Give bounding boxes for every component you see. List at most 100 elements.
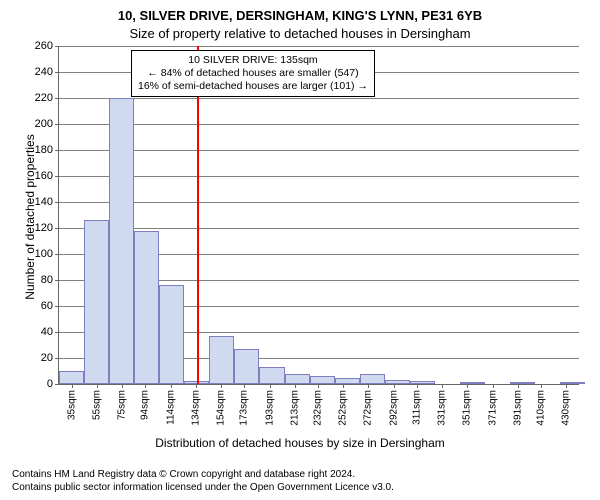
x-axis-label: Distribution of detached houses by size … (0, 436, 600, 450)
histogram-bar (410, 381, 435, 384)
ytick-label: 120 (35, 222, 53, 234)
xtick-label: 173sqm (239, 390, 250, 426)
xtick-label: 391sqm (512, 390, 523, 426)
xtick-mark (196, 384, 197, 388)
histogram-bar (109, 98, 134, 384)
ytick-label: 60 (41, 300, 53, 312)
xtick-mark (122, 384, 123, 388)
xtick-label: 154sqm (215, 390, 226, 426)
ytick-mark (55, 202, 59, 203)
annotation-box: 10 SILVER DRIVE: 135sqm ← 84% of detache… (131, 50, 375, 97)
xtick-mark (467, 384, 468, 388)
histogram-bar (510, 382, 535, 384)
ytick-mark (55, 306, 59, 307)
ytick-mark (55, 280, 59, 281)
xtick-label: 371sqm (487, 390, 498, 426)
histogram-bar (560, 382, 585, 384)
xtick-label: 410sqm (536, 390, 547, 426)
xtick-mark (417, 384, 418, 388)
histogram-bar (59, 371, 84, 384)
xtick-label: 193sqm (264, 390, 275, 426)
histogram-bar (385, 380, 410, 384)
ytick-mark (55, 384, 59, 385)
histogram-bar (159, 285, 184, 384)
ytick-mark (55, 332, 59, 333)
xtick-label: 213sqm (289, 390, 300, 426)
ytick-label: 140 (35, 196, 53, 208)
ytick-label: 220 (35, 92, 53, 104)
xtick-label: 75sqm (116, 390, 127, 420)
xtick-mark (394, 384, 395, 388)
histogram-bar (134, 231, 159, 384)
xtick-mark (97, 384, 98, 388)
gridline-h (59, 46, 579, 47)
chart-title-sub: Size of property relative to detached ho… (0, 26, 600, 41)
chart-container: 10, SILVER DRIVE, DERSINGHAM, KING'S LYN… (0, 0, 600, 500)
xtick-label: 94sqm (140, 390, 151, 420)
xtick-mark (244, 384, 245, 388)
gridline-h (59, 150, 579, 151)
ytick-mark (55, 176, 59, 177)
histogram-bar (460, 382, 485, 384)
ytick-mark (55, 254, 59, 255)
ytick-label: 180 (35, 144, 53, 156)
ytick-label: 20 (41, 352, 53, 364)
xtick-mark (295, 384, 296, 388)
ytick-label: 80 (41, 274, 53, 286)
xtick-label: 35sqm (66, 390, 77, 420)
footer-line: Contains HM Land Registry data © Crown c… (12, 468, 394, 481)
ytick-label: 100 (35, 248, 53, 260)
xtick-mark (318, 384, 319, 388)
xtick-label: 134sqm (190, 390, 201, 426)
histogram-bar (259, 367, 284, 384)
histogram-bar (335, 378, 360, 385)
chart-title-main: 10, SILVER DRIVE, DERSINGHAM, KING'S LYN… (0, 8, 600, 23)
ytick-label: 200 (35, 118, 53, 130)
annotation-line: 16% of semi-detached houses are larger (… (138, 80, 368, 93)
xtick-label: 292sqm (388, 390, 399, 426)
footer-line: Contains public sector information licen… (12, 481, 394, 494)
xtick-label: 311sqm (412, 390, 423, 425)
histogram-bar (84, 220, 109, 384)
attribution-footer: Contains HM Land Registry data © Crown c… (12, 468, 394, 494)
xtick-mark (171, 384, 172, 388)
xtick-mark (343, 384, 344, 388)
ytick-mark (55, 150, 59, 151)
gridline-h (59, 124, 579, 125)
xtick-label: 351sqm (462, 390, 473, 426)
annotation-line: ← 84% of detached houses are smaller (54… (138, 67, 368, 80)
ytick-label: 0 (47, 378, 53, 390)
xtick-mark (72, 384, 73, 388)
ytick-label: 260 (35, 40, 53, 52)
ytick-label: 40 (41, 326, 53, 338)
ytick-label: 240 (35, 66, 53, 78)
xtick-mark (145, 384, 146, 388)
xtick-mark (368, 384, 369, 388)
xtick-mark (566, 384, 567, 388)
xtick-label: 331sqm (437, 390, 448, 426)
ytick-mark (55, 358, 59, 359)
histogram-bar (285, 374, 310, 384)
ytick-label: 160 (35, 170, 53, 182)
plot-area: 02040608010012014016018020022024026035sq… (58, 46, 579, 385)
xtick-label: 272sqm (363, 390, 374, 426)
histogram-bar (310, 376, 335, 384)
annotation-line: 10 SILVER DRIVE: 135sqm (138, 54, 368, 67)
xtick-mark (541, 384, 542, 388)
ytick-mark (55, 124, 59, 125)
histogram-bar (360, 374, 385, 384)
ytick-mark (55, 228, 59, 229)
xtick-label: 55sqm (91, 390, 102, 420)
gridline-h (59, 98, 579, 99)
xtick-label: 114sqm (165, 390, 176, 425)
xtick-mark (221, 384, 222, 388)
xtick-mark (442, 384, 443, 388)
ytick-mark (55, 46, 59, 47)
xtick-mark (518, 384, 519, 388)
gridline-h (59, 202, 579, 203)
xtick-label: 430sqm (561, 390, 572, 426)
histogram-bar (209, 336, 234, 384)
xtick-mark (493, 384, 494, 388)
xtick-mark (270, 384, 271, 388)
gridline-h (59, 228, 579, 229)
